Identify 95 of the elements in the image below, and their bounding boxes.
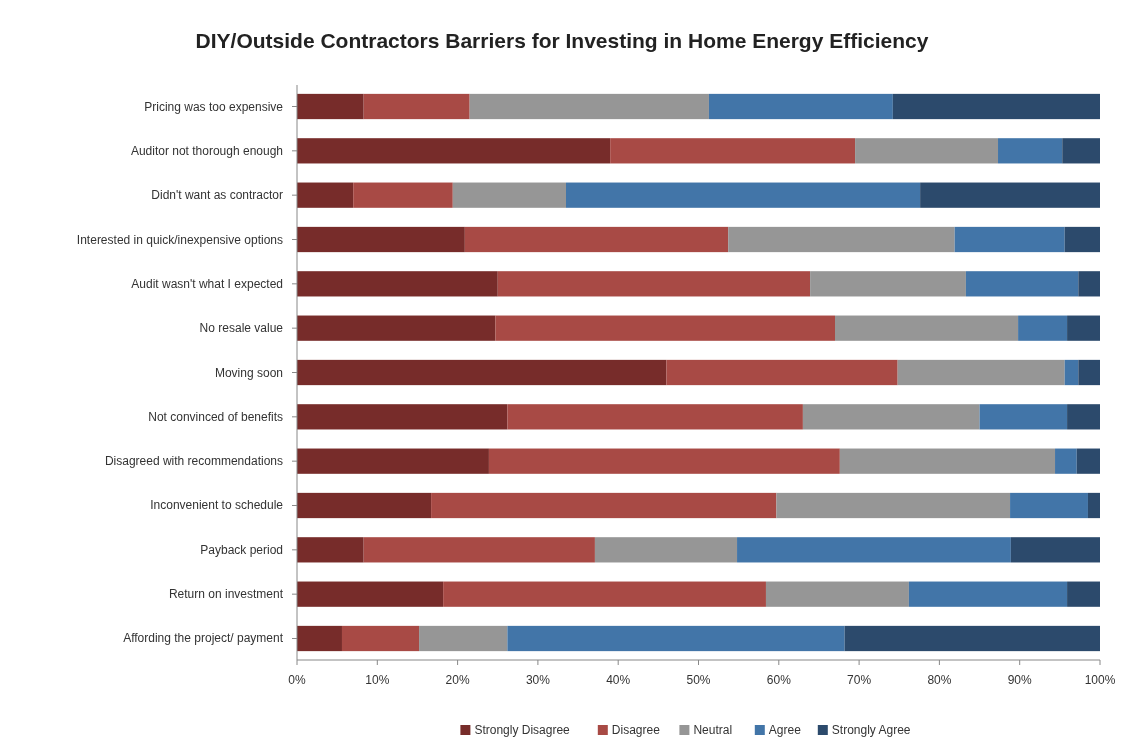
- bar: [566, 182, 921, 208]
- bar: [452, 182, 567, 208]
- x-tick-label: 70%: [847, 673, 872, 687]
- bar: [297, 182, 354, 208]
- bar: [835, 315, 1019, 341]
- bar: [488, 448, 840, 474]
- bar: [297, 138, 611, 164]
- bar: [497, 271, 811, 297]
- bar: [297, 315, 496, 341]
- bar: [341, 625, 420, 652]
- bar: [297, 492, 432, 519]
- y-tick-label: Pricing was too expensive: [144, 99, 284, 114]
- bar: [892, 93, 1100, 120]
- bar: [1076, 448, 1100, 474]
- bar: [1087, 492, 1100, 519]
- x-tick-label: 0%: [288, 673, 306, 687]
- bar: [363, 93, 470, 120]
- legend-label: Agree: [768, 723, 802, 737]
- legend-label: Disagree: [611, 723, 661, 737]
- bar: [419, 625, 508, 652]
- bar: [297, 625, 342, 652]
- y-tick-label: Disagreed with recommendations: [104, 454, 283, 469]
- x-tick-label: 40%: [606, 673, 631, 687]
- bar: [464, 226, 729, 253]
- bar: [1010, 537, 1100, 563]
- bar: [737, 537, 1011, 563]
- x-tick-label: 50%: [686, 673, 711, 687]
- bar: [1067, 404, 1100, 430]
- bar: [765, 581, 909, 607]
- bar: [802, 404, 980, 430]
- x-tick-label: 30%: [525, 673, 551, 687]
- bar: [297, 271, 498, 297]
- bar: [1067, 315, 1100, 341]
- bar: [855, 138, 999, 164]
- x-tick-label: 90%: [1007, 673, 1033, 687]
- bar: [297, 537, 364, 563]
- x-tick-label: 80%: [927, 673, 952, 687]
- legend-label: Strongly Agree: [831, 723, 911, 737]
- bar: [1078, 271, 1100, 297]
- bar: [810, 271, 966, 297]
- y-tick-label: No resale value: [199, 321, 284, 336]
- bar: [297, 359, 667, 386]
- y-tick-label: Payback period: [200, 542, 283, 557]
- bar: [507, 625, 845, 652]
- bar: [469, 93, 709, 120]
- y-tick-label: Moving soon: [214, 365, 283, 380]
- bar: [1010, 492, 1088, 519]
- y-tick-label: Audit wasn't what I expected: [131, 276, 283, 291]
- bar: [776, 492, 1011, 519]
- y-tick-label: Interested in quick/inexpensive options: [76, 232, 283, 247]
- bar: [979, 404, 1068, 430]
- bar: [666, 359, 898, 386]
- bar: [1078, 359, 1100, 386]
- bar: [443, 581, 766, 607]
- bar: [507, 404, 803, 430]
- x-tick-label: 20%: [445, 673, 470, 687]
- legend-label: Neutral: [693, 723, 733, 737]
- bar: [594, 537, 738, 563]
- y-tick-label: Affording the project/ payment: [123, 631, 284, 646]
- bar: [297, 404, 508, 430]
- chart-title: DIY/Outside Contractors Barriers for Investing in Home Energy Efficiency: [195, 29, 929, 52]
- bar: [353, 182, 453, 208]
- bar: [844, 625, 1100, 652]
- bar: [363, 537, 595, 563]
- y-tick-label: Inconvenient to schedule: [150, 498, 284, 513]
- bar: [1055, 448, 1077, 474]
- bar: [297, 581, 444, 607]
- x-tick-label: 100%: [1084, 673, 1116, 687]
- y-tick-label: Return on investment: [168, 587, 284, 602]
- bar: [708, 93, 893, 120]
- bar: [965, 271, 1079, 297]
- bar: [728, 226, 955, 253]
- bar: [1062, 138, 1100, 164]
- bar: [1018, 315, 1068, 341]
- bar: [908, 581, 1068, 607]
- bar: [897, 359, 1065, 386]
- y-tick-label: Didn't want as contractor: [151, 188, 283, 203]
- bar: [1067, 581, 1100, 607]
- y-tick-label: Not convinced of benefits: [148, 409, 283, 424]
- bar: [954, 226, 1065, 253]
- bar: [297, 226, 465, 253]
- x-tick-label: 10%: [365, 673, 390, 687]
- bar: [998, 138, 1063, 164]
- bar: [431, 492, 777, 519]
- bar: [1064, 226, 1100, 253]
- bar: [495, 315, 836, 341]
- bar: [610, 138, 856, 164]
- y-tick-label: Auditor not thorough enough: [130, 143, 283, 158]
- legend-label: Strongly Disagree: [474, 723, 571, 737]
- bar: [839, 448, 1056, 474]
- bar: [297, 448, 489, 474]
- bar: [920, 182, 1100, 208]
- x-tick-label: 60%: [766, 673, 792, 687]
- bar: [297, 93, 364, 120]
- bar: [1064, 359, 1079, 386]
